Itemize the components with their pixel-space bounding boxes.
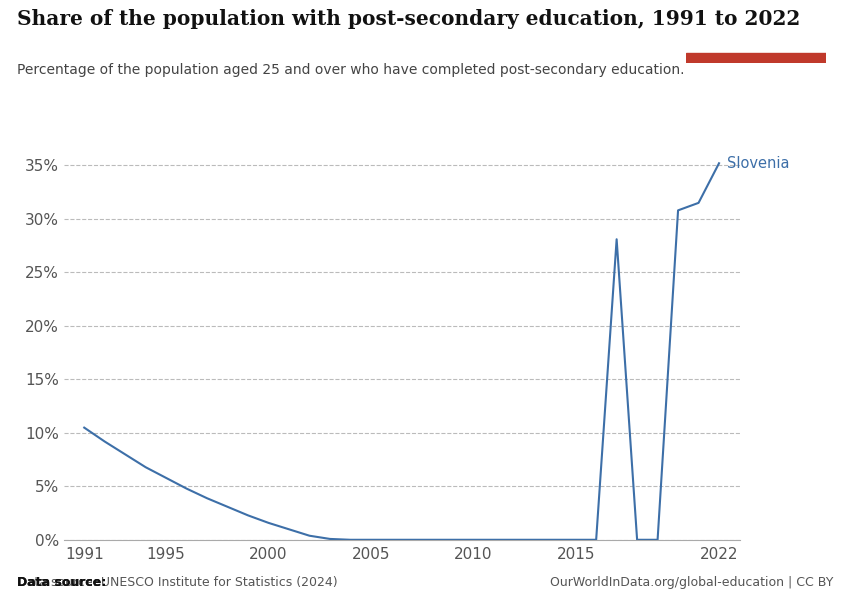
Bar (686, 53, 826, 63)
Text: in Data: in Data (731, 31, 781, 44)
Text: Data source:: Data source: (17, 576, 106, 589)
Text: Slovenia: Slovenia (728, 156, 790, 171)
Text: Share of the population with post-secondary education, 1991 to 2022: Share of the population with post-second… (17, 9, 800, 29)
Text: Data source:: Data source: (17, 576, 106, 589)
Text: Percentage of the population aged 25 and over who have completed post-secondary : Percentage of the population aged 25 and… (17, 63, 684, 77)
Text: Data source: UNESCO Institute for Statistics (2024): Data source: UNESCO Institute for Statis… (17, 576, 337, 589)
Text: Our World: Our World (721, 14, 791, 28)
Text: OurWorldInData.org/global-education | CC BY: OurWorldInData.org/global-education | CC… (550, 576, 833, 589)
